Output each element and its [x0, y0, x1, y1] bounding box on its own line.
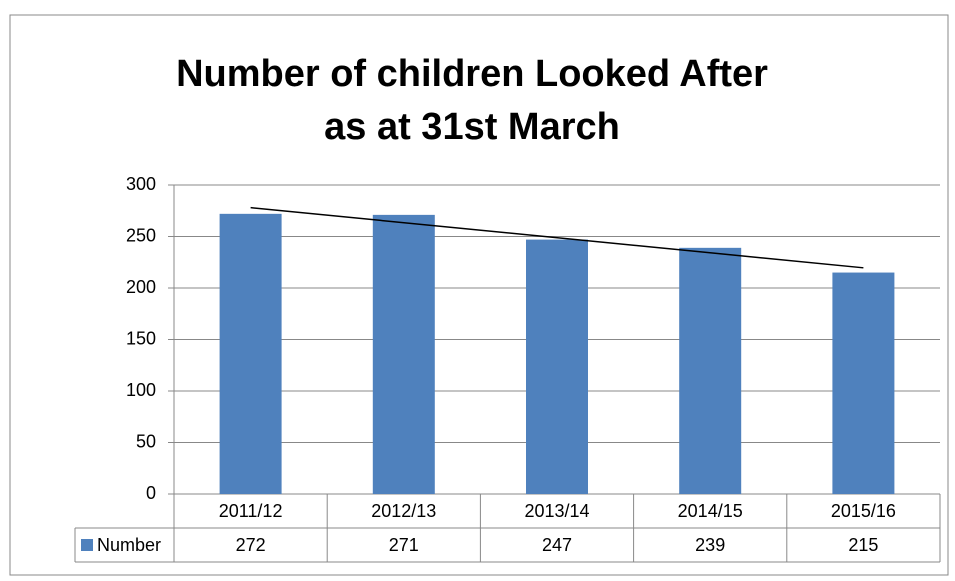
y-tick-label: 250 — [126, 225, 156, 245]
x-tick-label: 2012/13 — [371, 501, 436, 521]
table-value: 247 — [542, 535, 572, 555]
chart-frame — [9, 14, 949, 576]
table-value: 271 — [389, 535, 419, 555]
y-tick-label: 300 — [126, 174, 156, 194]
bar — [219, 213, 282, 494]
legend-swatch — [81, 539, 93, 551]
legend-label: Number — [97, 535, 161, 555]
x-tick-label: 2014/15 — [678, 501, 743, 521]
trendline — [250, 206, 864, 269]
y-tick-label: 150 — [126, 328, 156, 348]
chart-title: Number of children Looked After — [176, 53, 768, 95]
x-tick-label: 2011/12 — [219, 501, 283, 521]
x-tick-label: 2013/14 — [524, 501, 589, 521]
y-tick-label: 50 — [136, 431, 156, 451]
table-value: 239 — [695, 535, 725, 555]
bar — [832, 272, 895, 494]
y-tick-label: 200 — [126, 277, 156, 297]
bar — [679, 247, 742, 494]
y-tick-label: 100 — [126, 380, 156, 400]
bar — [526, 239, 588, 494]
x-tick-label: 2015/16 — [831, 501, 896, 521]
table-value: 272 — [236, 535, 266, 555]
table-value: 215 — [848, 535, 878, 555]
y-tick-label: 0 — [146, 483, 156, 503]
bar — [372, 214, 435, 494]
chart-title: as at 31st March — [324, 106, 620, 148]
